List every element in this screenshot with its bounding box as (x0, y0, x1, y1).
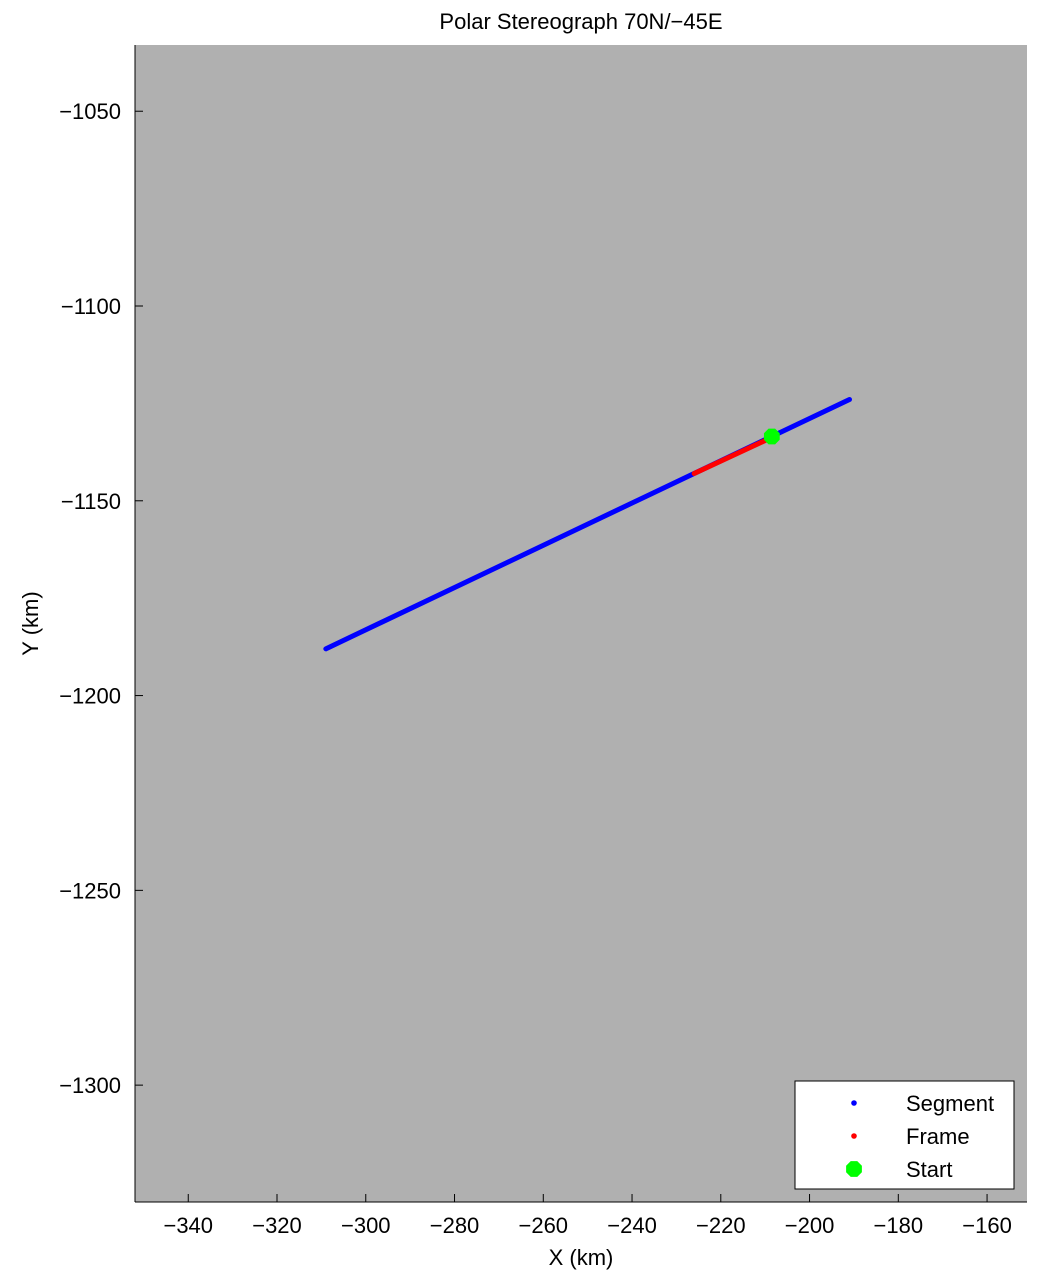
legend-frame-label: Frame (906, 1124, 970, 1149)
x-tick-label: −300 (341, 1213, 391, 1238)
x-tick-label: −320 (252, 1213, 302, 1238)
x-axis-title: X (km) (549, 1245, 614, 1270)
plot-area (135, 45, 1027, 1202)
series-frame-line (691, 435, 773, 477)
x-tick-label: −200 (785, 1213, 835, 1238)
legend-items: Segment Frame Start (846, 1091, 994, 1182)
legend-start-marker (846, 1161, 862, 1177)
x-tick-label: −160 (962, 1213, 1012, 1238)
y-tick-label: −1150 (61, 489, 121, 514)
y-tick-label: −1200 (59, 684, 121, 709)
y-tick-label: −1250 (59, 878, 121, 903)
legend-start-label: Start (906, 1157, 952, 1182)
series-start-marker (763, 428, 780, 445)
y-tick-label: −1100 (61, 294, 121, 319)
legend-box (794, 1080, 1015, 1190)
legend-segment-label: Segment (906, 1091, 994, 1116)
x-tick-label: −180 (874, 1213, 924, 1238)
x-tick-label: −240 (607, 1213, 657, 1238)
x-tick-label: −220 (696, 1213, 746, 1238)
series-layer (323, 397, 852, 652)
x-tick-label: −340 (163, 1213, 213, 1238)
y-tick-label: −1050 (59, 99, 121, 124)
y-axis: −1050 −1100 −1150 −1200 −1250 −1300 (59, 45, 143, 1202)
legend-frame-marker (851, 1133, 857, 1139)
x-axis: −340 −320 −300 −280 −260 −240 −220 −200 −180 −160 (135, 1194, 1027, 1238)
legend-segment-marker (851, 1100, 857, 1106)
chart-title: Polar Stereograph 70N/−45E (439, 9, 722, 34)
y-axis-title: Y (km) (18, 591, 43, 655)
legend: Segment Frame Start (794, 1080, 1015, 1190)
y-tick-label: −1300 (59, 1073, 121, 1098)
x-tick-label: −260 (518, 1213, 568, 1238)
x-tick-label: −280 (430, 1213, 480, 1238)
